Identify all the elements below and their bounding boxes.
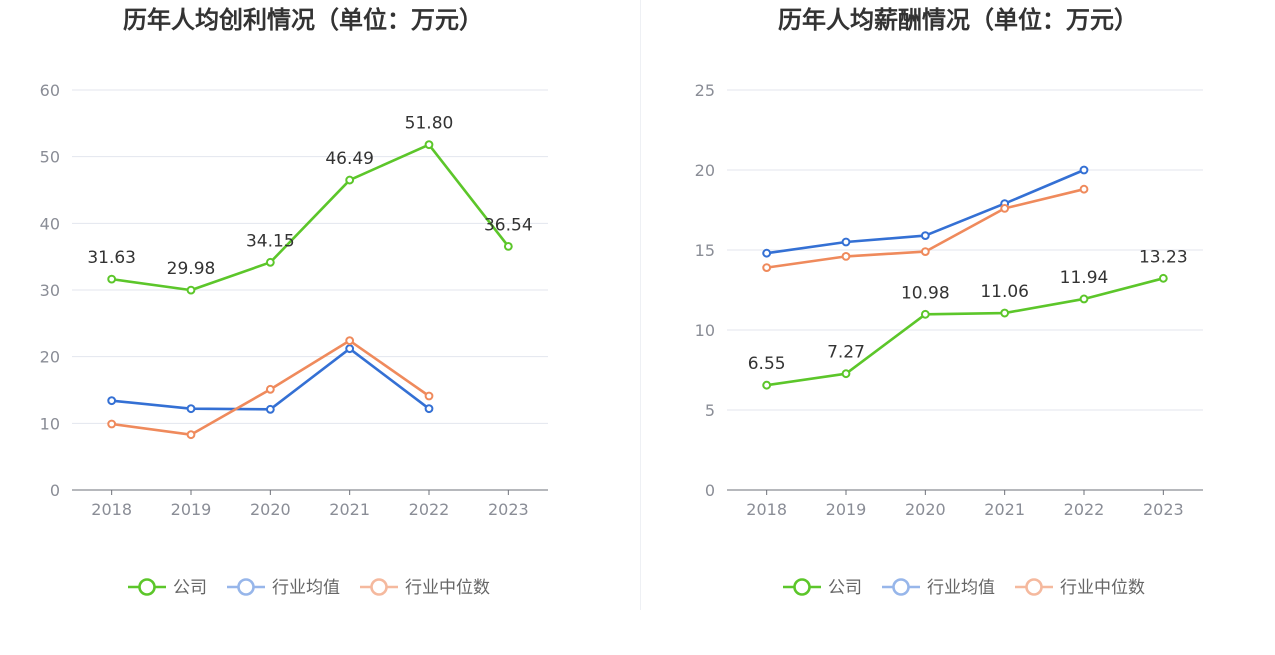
legend-marker	[138, 578, 156, 596]
y-tick-label: 15	[695, 241, 715, 260]
data-point[interactable]	[345, 344, 355, 354]
legend-label: 公司	[173, 578, 207, 598]
data-point[interactable]	[841, 369, 851, 379]
data-point[interactable]	[424, 404, 434, 414]
series-line-行业均值	[111, 347, 430, 411]
legend-marker	[892, 578, 910, 596]
data-label: 29.98	[167, 259, 216, 279]
data-point[interactable]	[265, 257, 275, 267]
data-label: 51.80	[405, 114, 454, 134]
y-tick-label: 0	[705, 481, 715, 500]
y-tick-label: 25	[695, 81, 715, 100]
legend-item-行业均值[interactable]: 行业均值	[227, 578, 340, 598]
data-label: 31.63	[87, 248, 136, 268]
data-point[interactable]	[345, 175, 355, 185]
data-point[interactable]	[1000, 308, 1010, 318]
legend-marker	[370, 578, 388, 596]
x-tick-label: 2022	[409, 500, 450, 519]
x-tick-label: 2019	[171, 500, 212, 519]
y-tick-label: 10	[40, 414, 60, 433]
x-tick-label: 2018	[746, 500, 787, 519]
legend-item-行业均值[interactable]: 行业均值	[882, 578, 995, 598]
data-point[interactable]	[186, 285, 196, 295]
data-point[interactable]	[265, 384, 275, 394]
profit-chart-svg: 历年人均创利情况（单位：万元） 0 10 20 30 40 50 60 2018 2019 2020…	[40, 6, 548, 598]
data-point[interactable]	[762, 380, 772, 390]
legend-item-行业中位数[interactable]: 行业中位数	[1015, 578, 1145, 598]
data-point[interactable]	[1079, 294, 1089, 304]
data-point[interactable]	[424, 391, 434, 401]
legend-label: 行业中位数	[405, 578, 490, 598]
data-point[interactable]	[841, 237, 851, 247]
data-point[interactable]	[1158, 273, 1168, 283]
legend-label: 行业均值	[272, 578, 340, 598]
chart-title: 历年人均创利情况（单位：万元）	[123, 6, 483, 34]
data-point[interactable]	[920, 231, 930, 241]
data-point[interactable]	[186, 404, 196, 414]
y-tick-label: 60	[40, 81, 60, 100]
data-point[interactable]	[1079, 165, 1089, 175]
salary-chart-svg: 历年人均薪酬情况（单位：万元） 0 5 10 15 20 25 2018 2019 2020 202…	[695, 6, 1203, 598]
y-tick-label: 0	[50, 481, 60, 500]
series-line-公司	[766, 277, 1164, 387]
y-tick-label: 50	[40, 148, 60, 167]
x-tick-label: 2022	[1064, 500, 1105, 519]
data-label: 10.98	[901, 283, 950, 303]
x-tick-label: 2023	[1143, 500, 1184, 519]
data-point[interactable]	[762, 263, 772, 273]
legend-marker	[1025, 578, 1043, 596]
data-label: 13.23	[1139, 247, 1188, 267]
data-label: 34.15	[246, 231, 295, 251]
data-label: 11.06	[980, 282, 1029, 302]
data-point[interactable]	[107, 274, 117, 284]
data-point[interactable]	[841, 252, 851, 261]
data-label: 36.54	[484, 215, 533, 235]
legend-label: 公司	[828, 578, 862, 598]
y-tick-label: 20	[695, 161, 715, 180]
legend-marker	[793, 578, 811, 596]
x-tick-label: 2018	[91, 500, 132, 519]
x-tick-label: 2021	[329, 500, 370, 519]
x-tick-label: 2020	[905, 500, 946, 519]
data-point[interactable]	[186, 430, 196, 440]
x-tick-label: 2023	[488, 500, 529, 519]
data-point[interactable]	[424, 140, 434, 150]
data-point[interactable]	[920, 247, 930, 257]
data-point[interactable]	[503, 242, 513, 251]
data-point[interactable]	[345, 336, 355, 346]
legend-marker	[237, 578, 255, 596]
y-tick-label: 40	[40, 214, 60, 233]
x-tick-label: 2019	[826, 500, 867, 519]
chart-title: 历年人均薪酬情况（单位：万元）	[778, 6, 1138, 34]
salary-per-capita-chart: 历年人均薪酬情况（单位：万元） 0 5 10 15 20 25 2018 2019 2020 202…	[640, 0, 1275, 655]
panel-divider	[640, 0, 641, 610]
data-point[interactable]	[1079, 184, 1089, 194]
legend-item-公司[interactable]: 公司	[128, 578, 207, 598]
y-tick-label: 30	[40, 281, 60, 300]
data-point[interactable]	[1000, 204, 1010, 213]
legend-item-行业中位数[interactable]: 行业中位数	[360, 578, 490, 598]
profit-per-capita-chart: 历年人均创利情况（单位：万元） 0 10 20 30 40 50 60 2018 2019 2020…	[40, 6, 548, 598]
data-label: 7.27	[827, 343, 865, 363]
y-tick-label: 20	[40, 348, 60, 367]
series-line-行业均值	[766, 168, 1085, 255]
data-point[interactable]	[107, 396, 117, 406]
data-point[interactable]	[265, 404, 275, 414]
data-point[interactable]	[107, 419, 117, 429]
x-tick-label: 2020	[250, 500, 291, 519]
data-label: 11.94	[1060, 268, 1109, 288]
x-tick-label: 2021	[984, 500, 1025, 519]
legend-label: 行业中位数	[1060, 578, 1145, 598]
y-tick-label: 5	[705, 401, 715, 420]
data-label: 6.55	[748, 354, 786, 374]
y-tick-label: 10	[695, 321, 715, 340]
data-point[interactable]	[920, 309, 930, 319]
series-line-公司	[111, 143, 510, 292]
legend-label: 行业均值	[927, 578, 995, 598]
legend-item-公司[interactable]: 公司	[783, 578, 862, 598]
data-label: 46.49	[325, 149, 374, 169]
data-point[interactable]	[762, 248, 772, 258]
